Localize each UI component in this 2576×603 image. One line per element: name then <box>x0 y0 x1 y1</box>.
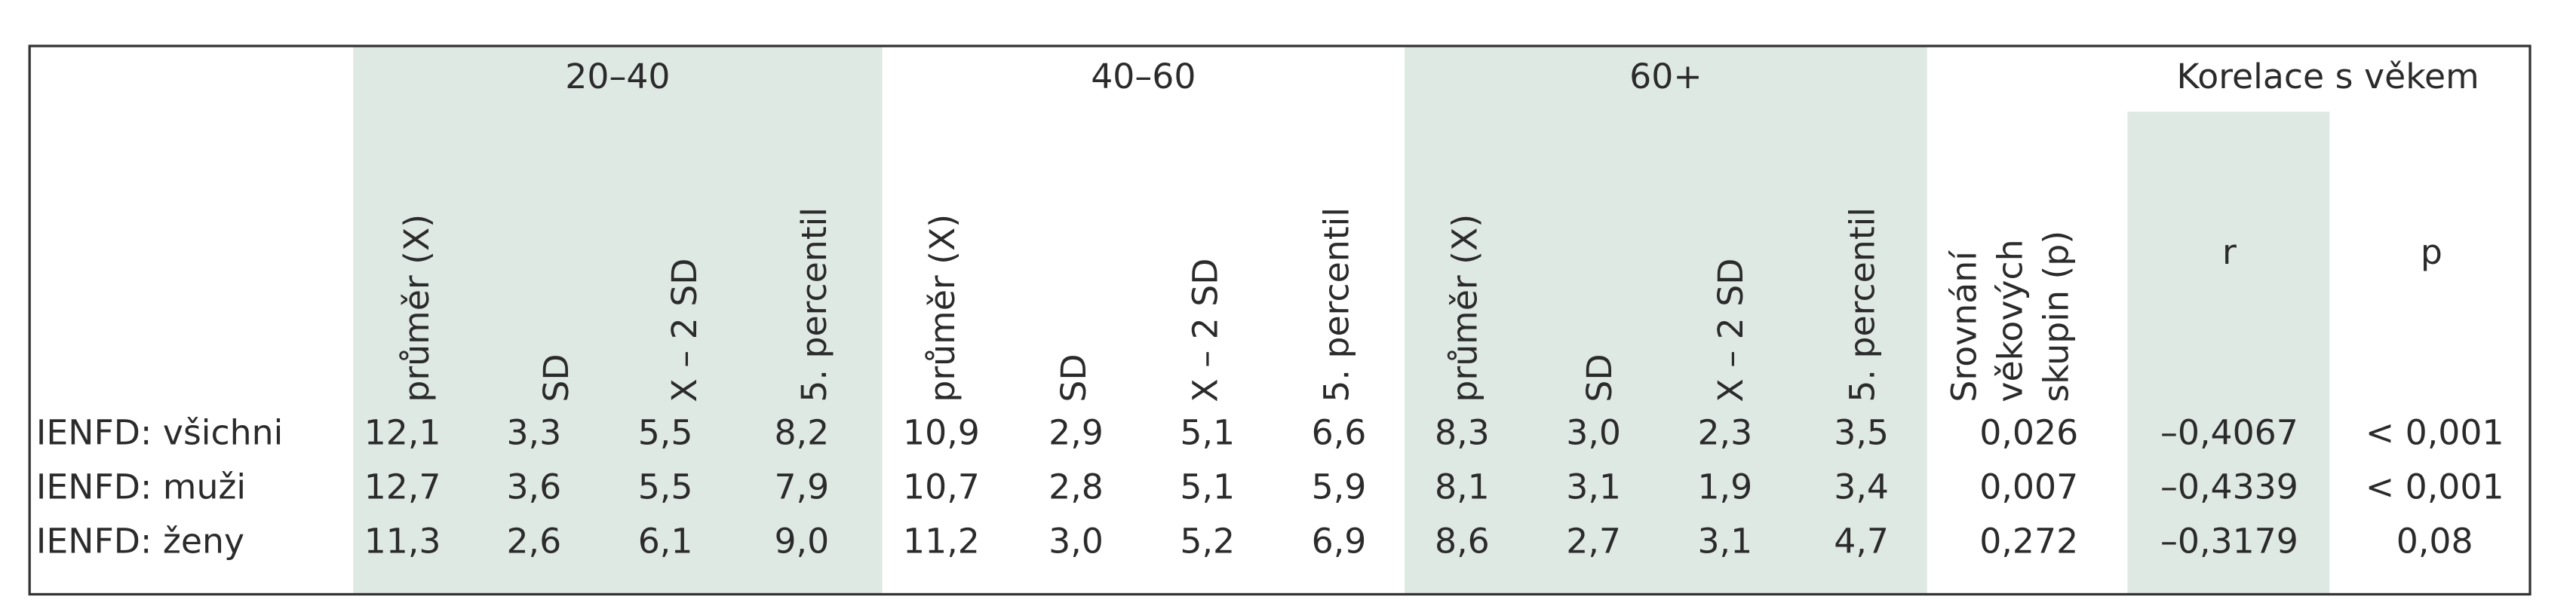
cell: 3,6 <box>506 467 561 507</box>
cell: 8,6 <box>1435 521 1490 561</box>
cell: 11,2 <box>903 521 980 561</box>
column-header: SD <box>1054 354 1094 402</box>
group-header: 40–60 <box>1091 57 1196 96</box>
cell: 3,1 <box>1566 467 1621 507</box>
column-header: X – 2 SD <box>1711 259 1751 403</box>
cell: 2,9 <box>1049 413 1104 453</box>
cell: 8,1 <box>1435 467 1490 507</box>
row-label: IENFD: všichni <box>36 413 283 453</box>
cell: 5,5 <box>638 467 693 507</box>
group-shade <box>353 46 883 595</box>
cell: 4,7 <box>1834 521 1889 561</box>
cell: 10,9 <box>903 413 980 453</box>
group-header: 60+ <box>1629 57 1702 96</box>
comparison-header: Srovnání <box>1944 250 1984 403</box>
comparison-header: skupin (p) <box>2036 231 2076 403</box>
cell: 2,6 <box>506 521 561 561</box>
cell: 10,7 <box>903 467 980 507</box>
cell: 2,7 <box>1566 521 1621 561</box>
cell: 0,272 <box>1979 521 2078 561</box>
column-header: 5. percentil <box>1317 207 1357 403</box>
cell: 5,5 <box>638 413 693 453</box>
group-header: 20–40 <box>565 57 670 96</box>
comparison-header: věkových <box>1990 239 2030 402</box>
cell: 11,3 <box>364 521 441 561</box>
cell: 2,8 <box>1049 467 1104 507</box>
cell: 6,9 <box>1312 521 1367 561</box>
column-header: SD <box>536 354 576 402</box>
table-border <box>28 44 2531 596</box>
cell: 3,4 <box>1834 467 1889 507</box>
cell: 12,7 <box>364 467 441 507</box>
cell: –0,3179 <box>2160 521 2298 561</box>
cell: 8,2 <box>774 413 829 453</box>
cell: 2,3 <box>1697 413 1752 453</box>
row-label: IENFD: muži <box>36 467 246 507</box>
cell: –0,4067 <box>2160 413 2298 453</box>
cell: < 0,001 <box>2366 413 2504 453</box>
cell: 8,3 <box>1435 413 1490 453</box>
row-label: IENFD: ženy <box>36 521 244 561</box>
column-header: průměr (X) <box>923 214 963 403</box>
cell: 3,0 <box>1049 521 1104 561</box>
cell: 9,0 <box>774 521 829 561</box>
cell: 0,08 <box>2396 521 2473 561</box>
cell: 6,6 <box>1312 413 1367 453</box>
cell: 6,1 <box>638 521 693 561</box>
cell: 5,2 <box>1180 521 1235 561</box>
cell: 3,5 <box>1834 413 1889 453</box>
column-header: SD <box>1580 354 1620 402</box>
cell: –0,4339 <box>2160 467 2298 507</box>
cell: 1,9 <box>1697 467 1752 507</box>
cell: 3,0 <box>1566 413 1621 453</box>
column-header: průměr (X) <box>397 214 437 403</box>
cell: 12,1 <box>364 413 441 453</box>
column-shade <box>2127 112 2330 595</box>
cell: 3,1 <box>1697 521 1752 561</box>
cell: 7,9 <box>774 467 829 507</box>
cell: < 0,001 <box>2366 467 2504 507</box>
group-header: Korelace s věkem <box>2177 57 2479 96</box>
column-header: 5. percentil <box>794 207 834 403</box>
column-header: X – 2 SD <box>665 259 705 403</box>
cell: 0,007 <box>1979 467 2078 507</box>
cell: 3,3 <box>506 413 561 453</box>
group-shade <box>1405 46 1927 595</box>
cell: 5,1 <box>1180 467 1235 507</box>
column-header: průměr (X) <box>1445 214 1485 403</box>
column-header: X – 2 SD <box>1185 259 1225 403</box>
cell: 5,9 <box>1312 467 1367 507</box>
cell: 5,1 <box>1180 413 1235 453</box>
correlation-header: r <box>2222 232 2237 272</box>
cell: 0,026 <box>1979 413 2078 453</box>
correlation-header: p <box>2421 232 2442 272</box>
column-header: 5. percentil <box>1842 207 1882 403</box>
